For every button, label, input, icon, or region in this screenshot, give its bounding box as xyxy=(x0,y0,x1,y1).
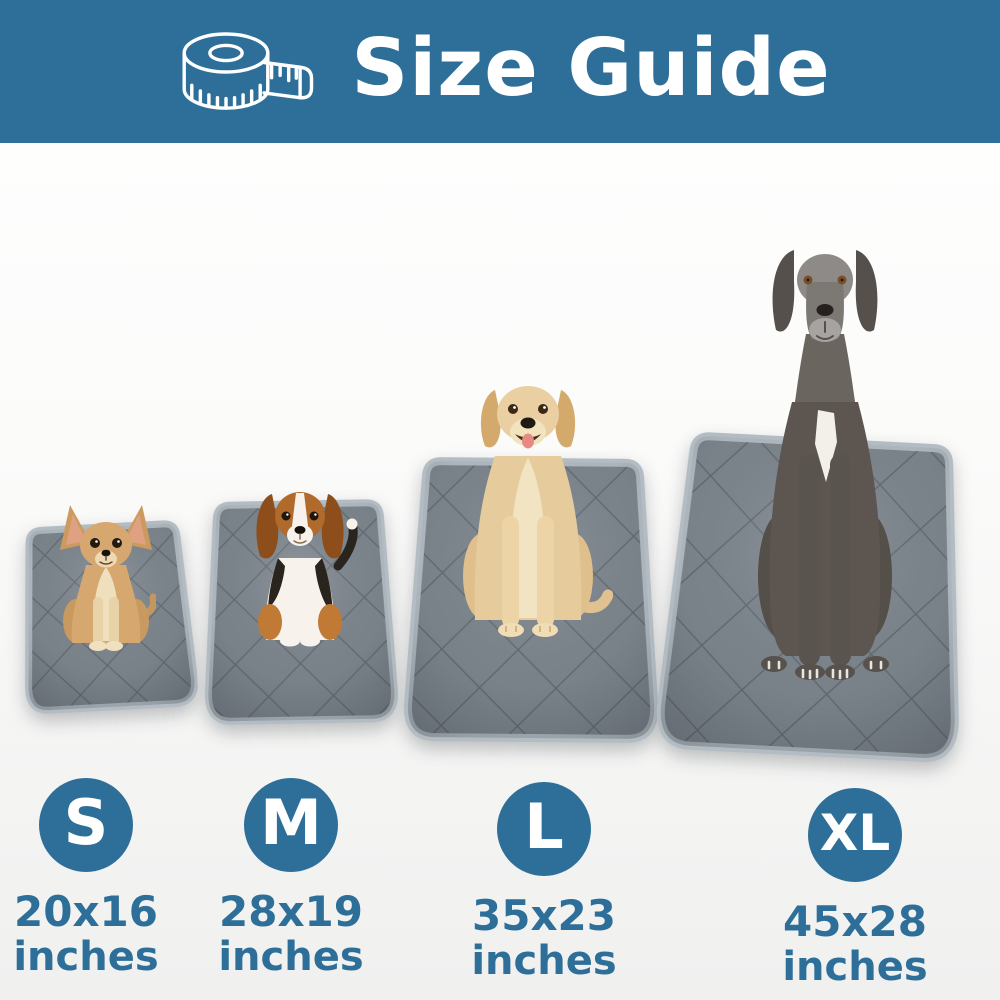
dimension-value: 35x23 xyxy=(472,891,616,940)
size-badge-l: L xyxy=(497,782,591,876)
page-title: Size Guide xyxy=(351,22,831,114)
header-banner: Size Guide xyxy=(0,0,1000,143)
beagle-dog xyxy=(256,492,358,647)
dimension-unit: inches xyxy=(218,934,364,981)
chihuahua-dog xyxy=(60,505,156,651)
size-dimensions-l: 35x23 inches xyxy=(452,892,636,984)
size-column-large: L 35x23 inches xyxy=(452,782,636,984)
size-dimensions-xl: 45x28 inches xyxy=(763,898,947,990)
measuring-tape-icon xyxy=(182,31,314,110)
dimension-value: 28x19 xyxy=(219,887,363,936)
size-badge-m: M xyxy=(244,778,338,872)
size-dimensions-m: 28x19 inches xyxy=(199,888,383,980)
great-dane-dog xyxy=(758,250,892,680)
dimension-unit: inches xyxy=(471,938,617,985)
dimension-unit: inches xyxy=(13,934,159,981)
size-dimensions-s: 20x16 inches xyxy=(0,888,178,980)
size-column-xlarge: XL 45x28 inches xyxy=(763,788,947,990)
size-column-medium: M 28x19 inches xyxy=(199,778,383,980)
dimension-unit: inches xyxy=(782,944,928,991)
size-badge-s: S xyxy=(39,778,133,872)
dimension-value: 20x16 xyxy=(14,887,158,936)
dimension-value: 45x28 xyxy=(783,897,927,946)
labrador-retriever-dog xyxy=(463,386,613,637)
size-badge-xl: XL xyxy=(808,788,902,882)
size-column-small: S 20x16 inches xyxy=(0,778,178,980)
